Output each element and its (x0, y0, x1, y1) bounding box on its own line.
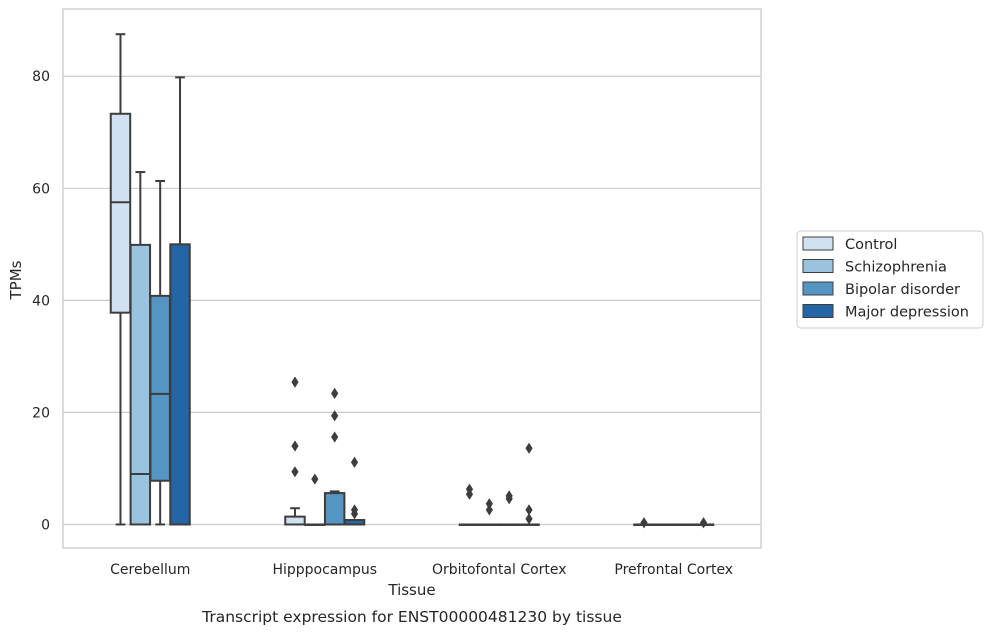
y-ticks: 0 20 40 60 80 (32, 69, 50, 533)
y-tick-label-60: 60 (32, 181, 50, 197)
y-tick-label-20: 20 (32, 405, 50, 421)
legend: Control Schizophrenia Bipolar disorder Majo… (796, 230, 984, 329)
box-3-1 (458, 483, 481, 526)
outlier-point (485, 504, 493, 516)
legend-label-2: Schizophrenia (845, 260, 947, 276)
box-2-4 (343, 456, 366, 526)
outlier-point (331, 410, 339, 422)
box-body (323, 492, 346, 526)
chart-caption: Transcript expression for ENST0000048123… (201, 608, 622, 626)
legend-label-1: Control (845, 237, 897, 253)
box-3-4 (518, 442, 540, 526)
outlier-point (485, 498, 493, 510)
x-ticks: Cerebellum Hipppocampus Orbitofontal Corte… (110, 562, 733, 578)
box-2-3 (323, 387, 346, 526)
outlier-point (291, 440, 299, 452)
legend-swatch-4 (802, 304, 834, 318)
y-axis-label: TPMs (7, 260, 25, 300)
legend-frame (796, 230, 984, 329)
box-1-3 (149, 180, 171, 526)
box-body (169, 243, 191, 526)
box-4-4 (692, 517, 715, 529)
y-tick-label-0: 0 (41, 517, 50, 533)
outlier-point (525, 504, 533, 516)
x-tick-label-1: Cerebellum (110, 562, 190, 578)
legend-swatch-1 (802, 236, 834, 251)
box-1-1 (109, 33, 132, 526)
x-axis-label: Tissue (387, 581, 435, 599)
outlier-point (525, 513, 533, 525)
outlier-point (331, 387, 339, 399)
outlier-point (525, 442, 533, 454)
box-1-4 (169, 76, 191, 526)
outlier-point (699, 517, 708, 529)
x-tick-label-4: Prefrontal Cortex (614, 562, 733, 578)
legend-label-3: Bipolar disorder (845, 282, 960, 298)
legend-swatch-3 (802, 281, 834, 296)
outlier-point (640, 517, 648, 529)
outlier-point (350, 456, 359, 468)
box-body (109, 112, 132, 314)
outlier-point (505, 490, 513, 502)
legend-label-4: Major depression (845, 305, 969, 321)
plot-frame (62, 8, 762, 549)
box-4-2 (653, 523, 675, 526)
outlier-point (350, 504, 359, 516)
outlier-point (311, 473, 319, 485)
x-tick-label-3: Orbitofontal Cortex (432, 562, 567, 578)
y-tick-label-80: 80 (32, 69, 50, 85)
box-body (284, 515, 306, 526)
box-body (149, 294, 171, 482)
outlier-point (331, 431, 339, 443)
outlier-point (465, 483, 474, 495)
box-4-3 (672, 523, 695, 526)
box-body (129, 243, 152, 526)
box-3-2 (478, 498, 501, 526)
y-tick-label-40: 40 (32, 293, 50, 309)
box-1-2 (129, 171, 152, 526)
box-2-1 (284, 376, 306, 526)
legend-swatch-2 (802, 259, 834, 273)
box-2-2 (304, 473, 326, 526)
x-tick-label-2: Hipppocampus (272, 562, 377, 578)
box-3-3 (498, 490, 520, 526)
outlier-point (291, 376, 299, 388)
box-4-1 (633, 517, 655, 529)
boxes (109, 33, 715, 529)
outlier-point (291, 466, 299, 478)
